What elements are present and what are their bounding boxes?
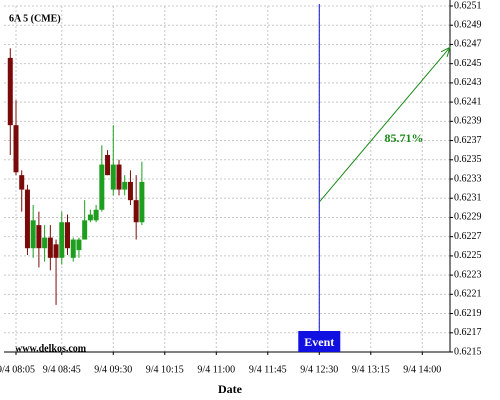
x-axis-label: Date — [218, 382, 243, 396]
x-tick-label: 9/4 13:15 — [352, 364, 390, 375]
forecast-arrow — [318, 47, 451, 203]
y-tick-label: 0.6233 — [454, 173, 482, 184]
x-tick-label: 9/4 08:05 — [0, 364, 35, 375]
x-tick-label: 9/4 09:30 — [94, 364, 132, 375]
candle-body — [19, 175, 25, 190]
y-tick-label: 0.6231 — [454, 193, 482, 204]
x-tick-label: 9/4 10:15 — [146, 364, 184, 375]
x-tick-label: 9/4 11:00 — [197, 364, 235, 375]
candle-body — [116, 164, 122, 190]
x-tick-label: 9/4 14:00 — [403, 364, 441, 375]
candle-body — [76, 239, 82, 251]
forecast-label: 85.71% — [385, 131, 424, 145]
y-tick-label: 0.6243 — [454, 77, 482, 88]
candle-body — [36, 225, 42, 249]
candle-body — [7, 57, 13, 126]
x-tick-label: 9/4 08:45 — [43, 364, 81, 375]
y-tick-label: 0.6215 — [454, 346, 482, 357]
event-box — [298, 331, 341, 352]
candle-body — [53, 244, 59, 258]
arrow-head — [440, 46, 451, 58]
candle-body — [133, 200, 139, 223]
y-tick-label: 0.6251 — [454, 0, 482, 11]
y-tick-label: 0.6219 — [454, 308, 482, 319]
candle-body — [59, 222, 65, 258]
candle-body — [99, 164, 105, 210]
candle-body — [110, 164, 116, 190]
candle-body — [70, 239, 76, 258]
y-tick-label: 0.6237 — [454, 135, 482, 146]
candle-body — [30, 220, 36, 249]
y-tick-label: 0.6249 — [454, 20, 482, 31]
candle-body — [105, 154, 111, 176]
x-tick-label: 9/4 11:45 — [249, 364, 287, 375]
y-tick-label: 0.6227 — [454, 231, 482, 242]
y-tick-label: 0.6247 — [454, 39, 482, 50]
candle-body — [24, 189, 30, 249]
y-tick-label: 0.6223 — [454, 269, 482, 280]
x-tick-label: 9/4 12:30 — [300, 364, 338, 375]
y-tick-label: 0.6225 — [454, 250, 482, 261]
y-tick-label: 0.6239 — [454, 116, 482, 127]
candle-body — [127, 181, 133, 201]
event-label: Event — [304, 335, 334, 349]
y-tick-label: 0.6245 — [454, 58, 482, 69]
candle-body — [47, 237, 53, 258]
candle-body — [82, 220, 88, 240]
y-tick-label: 0.6241 — [454, 96, 482, 107]
y-tick-label: 0.6221 — [454, 289, 482, 300]
candle-body — [93, 209, 99, 221]
y-tick-label: 0.6235 — [454, 154, 482, 165]
y-tick-label: 0.6229 — [454, 212, 482, 223]
candle-body — [87, 214, 93, 221]
candle-body — [139, 181, 145, 223]
chart-title: 6A 5 (CME) — [9, 13, 61, 24]
candle-body — [65, 222, 70, 249]
y-tick-label: 0.6217 — [454, 327, 482, 338]
candle-body — [42, 237, 48, 249]
watermark: www.delkos.com — [15, 343, 87, 354]
candle-body — [13, 125, 19, 173]
candle-body — [122, 181, 128, 190]
